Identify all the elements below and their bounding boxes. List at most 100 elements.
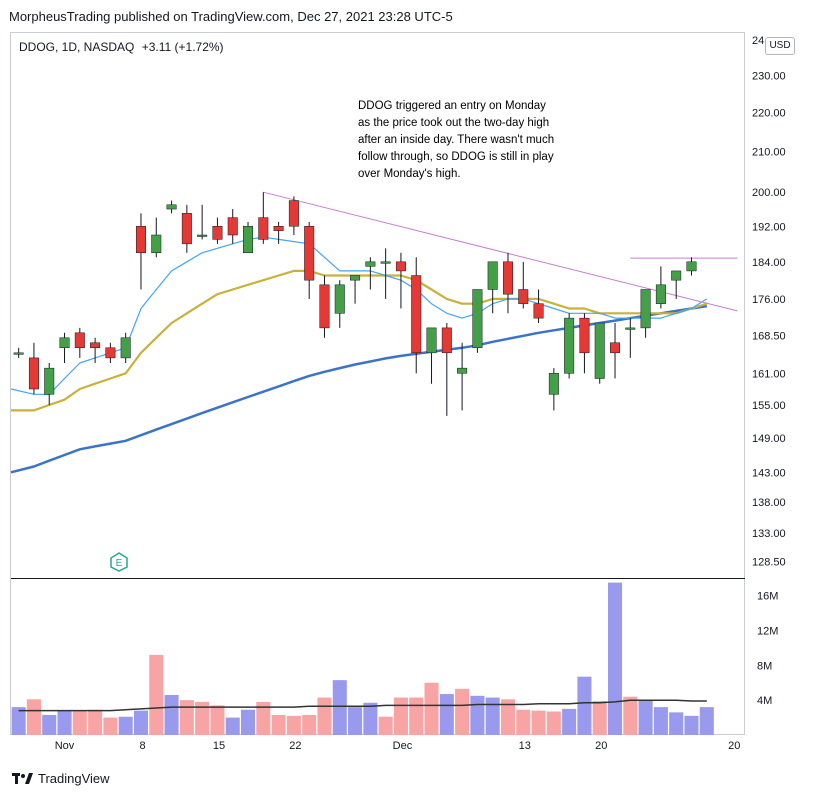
candle[interactable] bbox=[273, 221, 284, 244]
volume-bar[interactable] bbox=[271, 714, 286, 735]
volume-bar[interactable] bbox=[393, 697, 408, 735]
volume-bar[interactable] bbox=[669, 712, 684, 735]
candle[interactable] bbox=[411, 257, 422, 374]
volume-bar[interactable] bbox=[623, 696, 638, 735]
volume-bar[interactable] bbox=[607, 582, 623, 735]
candle[interactable] bbox=[13, 347, 24, 358]
volume-bar[interactable] bbox=[470, 695, 485, 735]
candle[interactable] bbox=[135, 213, 146, 290]
volume-bar[interactable] bbox=[286, 715, 301, 735]
candle[interactable] bbox=[518, 261, 529, 309]
volume-bar[interactable] bbox=[409, 697, 424, 735]
volume-bar[interactable] bbox=[240, 709, 256, 735]
volume-bar[interactable] bbox=[378, 716, 393, 735]
volume-bar[interactable] bbox=[256, 701, 271, 735]
volume-bar[interactable] bbox=[653, 707, 668, 735]
candle[interactable] bbox=[441, 322, 452, 416]
candle[interactable] bbox=[533, 289, 544, 323]
candle[interactable] bbox=[227, 209, 238, 244]
volume-bar[interactable] bbox=[179, 700, 194, 735]
candle[interactable] bbox=[304, 221, 315, 299]
descending-trendline[interactable] bbox=[263, 191, 738, 312]
candle[interactable] bbox=[564, 313, 575, 379]
candle[interactable] bbox=[502, 252, 513, 314]
candle[interactable] bbox=[640, 289, 651, 338]
candle[interactable] bbox=[105, 342, 116, 364]
candle[interactable] bbox=[258, 192, 269, 244]
volume-bar[interactable] bbox=[11, 707, 26, 735]
candle[interactable] bbox=[28, 342, 39, 395]
candle[interactable] bbox=[548, 368, 559, 411]
candle[interactable] bbox=[212, 217, 223, 244]
volume-bar[interactable] bbox=[363, 702, 378, 735]
volume-bar[interactable] bbox=[516, 709, 531, 735]
volume-bar[interactable] bbox=[118, 716, 133, 735]
candle[interactable] bbox=[686, 257, 697, 276]
candle[interactable] bbox=[472, 289, 483, 353]
candle[interactable] bbox=[288, 196, 299, 236]
volume-bar[interactable] bbox=[103, 717, 118, 735]
volume-bar[interactable] bbox=[455, 688, 470, 735]
candle[interactable] bbox=[610, 322, 621, 379]
volume-bar[interactable] bbox=[210, 705, 225, 735]
symbol-legend[interactable]: DDOG, 1D, NASDAQ +3.11 (+1.72%) bbox=[19, 40, 228, 54]
volume-bar[interactable] bbox=[164, 694, 179, 735]
volume-bar[interactable] bbox=[225, 717, 240, 735]
candle[interactable] bbox=[426, 327, 437, 384]
candle[interactable] bbox=[655, 266, 666, 309]
candle[interactable] bbox=[90, 337, 101, 364]
volume-bar[interactable] bbox=[485, 697, 500, 735]
candle[interactable] bbox=[625, 318, 636, 358]
candle[interactable] bbox=[166, 200, 177, 214]
volume-bar[interactable] bbox=[531, 710, 546, 735]
candle[interactable] bbox=[59, 332, 70, 364]
candle-body bbox=[304, 226, 315, 281]
candle[interactable] bbox=[197, 204, 208, 240]
volume-bar[interactable] bbox=[699, 707, 714, 735]
candle[interactable] bbox=[380, 248, 391, 299]
volume-bar[interactable] bbox=[684, 715, 699, 735]
candle[interactable] bbox=[120, 332, 131, 364]
volume-bar[interactable] bbox=[562, 708, 577, 735]
volume-bar[interactable] bbox=[133, 710, 149, 735]
candle[interactable] bbox=[365, 257, 376, 290]
volume-bar[interactable] bbox=[57, 710, 72, 735]
volume-bar[interactable] bbox=[195, 701, 210, 735]
candle[interactable] bbox=[395, 252, 406, 309]
candle[interactable] bbox=[74, 327, 85, 358]
candle[interactable] bbox=[243, 221, 254, 254]
candle[interactable] bbox=[151, 217, 162, 258]
volume-bar[interactable] bbox=[332, 680, 347, 735]
volume-bar[interactable] bbox=[439, 694, 454, 735]
volume-bar[interactable] bbox=[42, 714, 57, 735]
price-tick-label: 220.00 bbox=[752, 108, 786, 120]
candle[interactable] bbox=[44, 363, 55, 406]
candle[interactable] bbox=[594, 322, 605, 384]
volume-bar[interactable] bbox=[348, 707, 363, 735]
volume-bar[interactable] bbox=[638, 700, 653, 735]
volume-bar[interactable] bbox=[577, 676, 592, 735]
volume-bar[interactable] bbox=[149, 654, 164, 735]
candle[interactable] bbox=[334, 280, 345, 328]
candle[interactable] bbox=[319, 275, 330, 338]
volume-bar[interactable] bbox=[424, 682, 439, 735]
time-tick-label: 15 bbox=[213, 740, 225, 752]
footer-brand[interactable]: TradingView bbox=[12, 771, 110, 786]
volume-bar[interactable] bbox=[88, 709, 103, 735]
candle[interactable] bbox=[350, 275, 361, 304]
volume-bar[interactable] bbox=[26, 699, 41, 735]
volume-bar[interactable] bbox=[500, 699, 516, 735]
candle[interactable] bbox=[457, 342, 468, 411]
volume-bar[interactable] bbox=[592, 701, 607, 735]
currency-button[interactable]: USD bbox=[765, 37, 795, 55]
candle[interactable] bbox=[181, 204, 192, 253]
candle[interactable] bbox=[487, 261, 498, 314]
candle[interactable] bbox=[671, 270, 682, 299]
volume-bar[interactable] bbox=[72, 710, 87, 735]
earnings-marker[interactable]: E bbox=[109, 552, 129, 572]
volume-bar[interactable] bbox=[302, 714, 317, 735]
volume-bar[interactable] bbox=[317, 697, 332, 735]
candle[interactable] bbox=[579, 313, 590, 374]
volume-bar[interactable] bbox=[546, 711, 561, 735]
